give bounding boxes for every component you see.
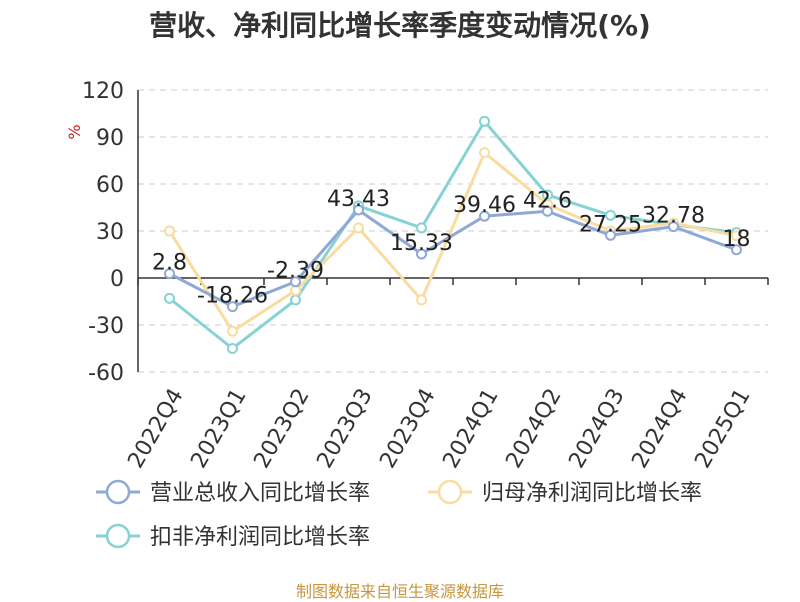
data-point bbox=[416, 222, 427, 234]
legend-label: 扣非净利润同比增长率 bbox=[150, 525, 370, 550]
x-tick-label: 2023Q3 bbox=[312, 385, 377, 473]
data-label: 2.8 bbox=[152, 251, 187, 276]
series-line bbox=[168, 208, 738, 309]
data-point bbox=[290, 285, 301, 297]
data-label: -2.39 bbox=[267, 259, 324, 284]
x-tick-label: 2024Q4 bbox=[627, 385, 692, 473]
legend-label: 营业总收入同比增长率 bbox=[150, 481, 370, 506]
x-tick-label: 2024Q2 bbox=[501, 385, 566, 473]
data-point bbox=[353, 204, 364, 216]
series-line bbox=[168, 119, 737, 350]
data-point bbox=[353, 222, 364, 234]
data-point bbox=[731, 244, 742, 256]
y-tick-label: 60 bbox=[96, 173, 124, 198]
data-point bbox=[164, 268, 175, 280]
data-point bbox=[479, 210, 490, 222]
y-tick-label: 0 bbox=[110, 267, 124, 292]
data-point bbox=[479, 115, 490, 127]
data-point bbox=[416, 294, 427, 306]
x-tick-label: 2024Q3 bbox=[564, 385, 629, 473]
legend-item[interactable]: 营业总收入同比增长率 bbox=[96, 479, 370, 506]
data-point bbox=[605, 209, 616, 221]
data-point bbox=[290, 294, 301, 306]
data-label: 27.25 bbox=[579, 212, 642, 237]
data-point bbox=[479, 147, 490, 159]
data-point bbox=[227, 343, 238, 354]
source-note: 制图数据来自恒生聚源数据库 bbox=[295, 582, 504, 601]
x-tick-label: 2023Q2 bbox=[249, 385, 314, 473]
data-point bbox=[164, 292, 175, 304]
x-tick-label: 2025Q1 bbox=[690, 385, 755, 473]
legend-label: 归母净利润同比增长率 bbox=[482, 481, 702, 506]
y-tick-label: 30 bbox=[96, 220, 124, 245]
legend-swatch-marker bbox=[105, 523, 131, 549]
data-point bbox=[731, 230, 742, 242]
legend-item[interactable]: 归母净利润同比增长率 bbox=[428, 479, 702, 506]
data-point bbox=[227, 301, 238, 313]
data-label: 15.33 bbox=[390, 231, 453, 256]
data-label: -18.26 bbox=[197, 284, 268, 309]
legend-swatch-marker bbox=[105, 479, 131, 505]
y-tick-label: 90 bbox=[96, 126, 124, 151]
y-axis-unit: % bbox=[65, 124, 84, 139]
series-line bbox=[168, 151, 737, 333]
x-tick-label: 2023Q4 bbox=[375, 385, 440, 473]
data-point bbox=[605, 229, 616, 241]
series-lines bbox=[164, 115, 742, 354]
data-label: 43.43 bbox=[327, 187, 390, 212]
y-tick-label: 120 bbox=[82, 79, 124, 104]
data-label: 18 bbox=[723, 227, 751, 252]
data-point bbox=[164, 225, 175, 237]
data-label: 42.6 bbox=[523, 188, 572, 213]
legend-item[interactable]: 扣非净利润同比增长率 bbox=[96, 523, 370, 550]
x-tick-label: 2022Q4 bbox=[123, 385, 188, 473]
data-point bbox=[227, 325, 238, 337]
x-tick-label: 2024Q1 bbox=[438, 385, 503, 473]
data-point bbox=[290, 276, 301, 288]
y-tick-label: -60 bbox=[88, 361, 124, 386]
y-tick-label: -30 bbox=[88, 314, 124, 339]
data-point bbox=[416, 248, 427, 260]
legend-swatch-marker bbox=[437, 479, 463, 505]
data-label: 32.78 bbox=[642, 204, 705, 229]
data-point bbox=[668, 221, 679, 233]
data-point bbox=[542, 205, 553, 217]
chart-title: 营收、净利同比增长率季度变动情况(%) bbox=[149, 9, 651, 42]
data-label: 39.46 bbox=[453, 193, 516, 218]
x-tick-label: 2023Q1 bbox=[186, 385, 251, 473]
